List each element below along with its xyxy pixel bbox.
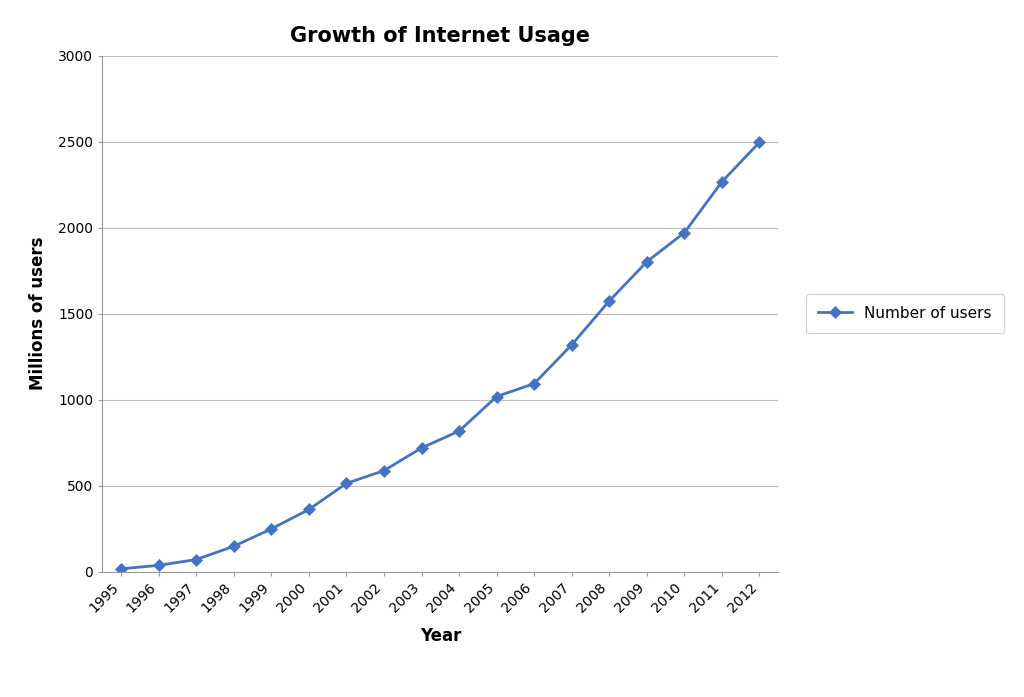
Number of users (603, 297, 615, 305)
Legend: Number of users: Number of users (806, 294, 1004, 333)
Number of users (227, 542, 240, 551)
Title: Growth of Internet Usage: Growth of Internet Usage (291, 26, 590, 46)
X-axis label: Year: Year (420, 627, 461, 645)
Number of users (678, 229, 690, 237)
Line: Number of users: Number of users (117, 138, 764, 573)
Number of users (754, 138, 766, 146)
Number of users (115, 565, 127, 573)
Number of users (303, 505, 315, 514)
Number of users (378, 466, 390, 475)
Number of users (153, 561, 165, 569)
Number of users (641, 258, 653, 266)
Number of users (340, 479, 352, 487)
Number of users (490, 392, 503, 401)
Number of users (265, 525, 278, 533)
Number of users (453, 427, 465, 435)
Number of users (190, 556, 203, 564)
Number of users (528, 379, 541, 388)
Number of users (716, 178, 728, 186)
Number of users (416, 444, 428, 452)
Number of users (565, 341, 578, 349)
Y-axis label: Millions of users: Millions of users (29, 237, 47, 390)
